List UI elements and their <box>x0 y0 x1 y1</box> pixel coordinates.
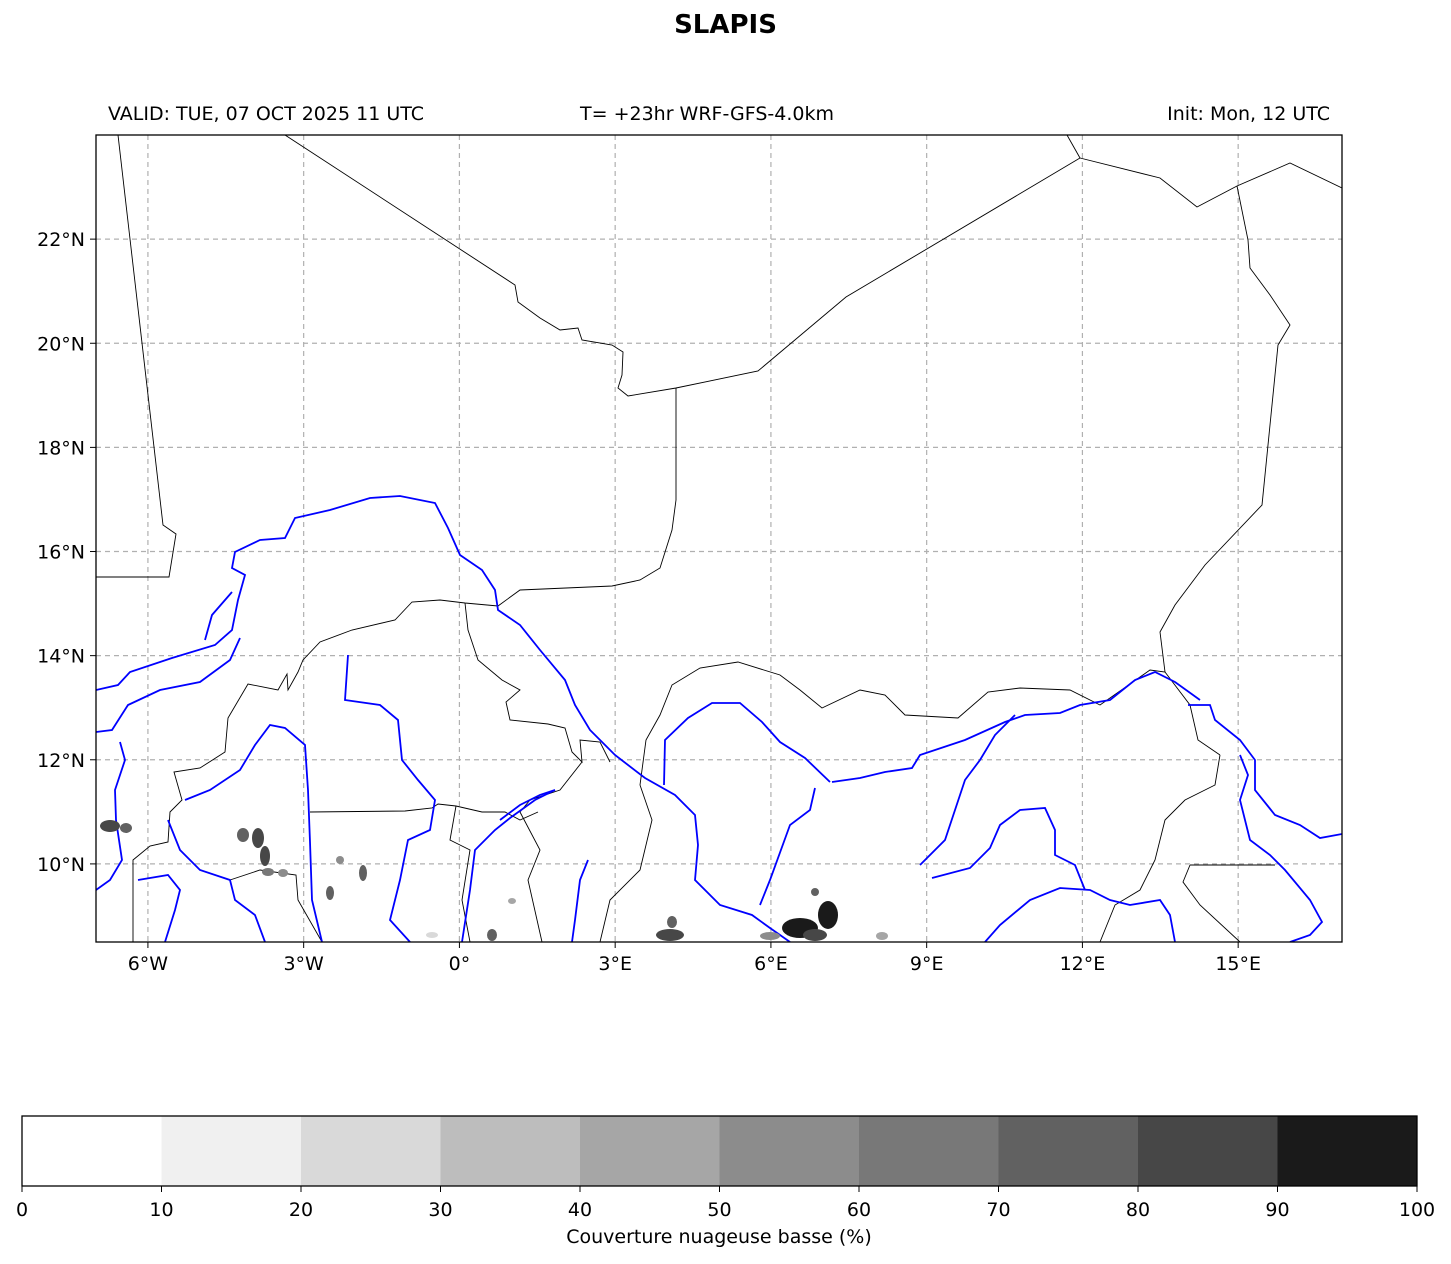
border-ivory-coast <box>229 869 323 942</box>
river-kaduna <box>759 787 816 906</box>
lat-tick-label: 14°N <box>37 646 85 668</box>
lon-tick-label: 6°W <box>128 953 169 975</box>
river-oti <box>461 789 556 942</box>
axis-ticks: 6°W 3°W 0° 3°E 6°E 9°E 12°E 15°E 10°N 12°N 14°N 16°… <box>37 229 1261 975</box>
lat-tick-label: 22°N <box>37 229 85 251</box>
border-algeria-mali <box>284 135 1081 397</box>
lon-tick-label: 9°E <box>910 953 944 975</box>
lat-tick-label: 10°N <box>37 854 85 876</box>
river-volta-black <box>96 741 126 891</box>
river-niger-branch <box>96 637 241 733</box>
valid-time-label: VALID: TUE, 07 OCT 2025 11 UTC <box>108 103 424 125</box>
river-oueme <box>499 789 556 821</box>
init-time-label: Init: Mon, 12 UTC <box>1167 103 1330 125</box>
river-volta-1 <box>137 874 181 942</box>
colorbar-tick-label: 0 <box>16 1199 28 1221</box>
lon-tick-label: 6°E <box>754 953 788 975</box>
river-volta-2 <box>167 819 266 942</box>
lon-tick-label: 3°E <box>598 953 632 975</box>
border-chad-niger <box>1159 185 1291 673</box>
colorbar-segment <box>440 1116 581 1186</box>
border-nigeria-niger <box>639 661 1221 786</box>
border-mali-niger <box>132 388 677 942</box>
border-benin <box>519 761 583 942</box>
country-borders <box>96 135 1342 942</box>
colorbar-tick-label: 20 <box>289 1199 313 1221</box>
border-nigeria-cameroon <box>1099 754 1221 942</box>
river-niger-upper <box>96 495 791 942</box>
colorbar-tick-label: 50 <box>707 1199 731 1221</box>
river-cameroon <box>984 887 1176 942</box>
river-logone <box>1188 704 1342 839</box>
colorbar-segment <box>22 1116 162 1186</box>
colorbar-segment <box>859 1116 999 1186</box>
colorbar-label: Couverture nuageuse basse (%) <box>566 1226 872 1248</box>
colorbar-tick-label: 100 <box>1399 1199 1435 1221</box>
colorbar-segment <box>161 1116 302 1186</box>
map-frame <box>95 134 1343 943</box>
colorbar-tick-label: 10 <box>149 1199 173 1221</box>
river-benue <box>831 671 1201 783</box>
colorbar-segment <box>1138 1116 1278 1186</box>
graticule-grid <box>96 135 1342 942</box>
colorbar-tick-label: 80 <box>1126 1199 1150 1221</box>
river-volta-3 <box>184 724 323 942</box>
colorbar-segment <box>580 1116 720 1186</box>
lat-tick-label: 18°N <box>37 437 85 459</box>
river-volta-white <box>344 654 436 942</box>
colorbar-tick-label: 40 <box>568 1199 592 1221</box>
river-gongola <box>919 714 1016 866</box>
border-burkina-east <box>464 602 611 764</box>
colorbar-segment <box>998 1116 1139 1186</box>
colorbar-tick-label: 70 <box>986 1199 1010 1221</box>
colorbar-segment <box>301 1116 441 1186</box>
lat-tick-label: 16°N <box>37 542 85 564</box>
rivers <box>96 495 1342 942</box>
colorbar-tick-label: 30 <box>428 1199 452 1221</box>
lon-tick-label: 12°E <box>1060 953 1106 975</box>
forecast-model-label: T= +23hr WRF-GFS-4.0km <box>580 103 834 125</box>
border-ghana-togo <box>449 805 471 942</box>
border-nigeria-west <box>599 784 653 942</box>
border-cameroon-chad <box>1182 864 1275 942</box>
river-katsina <box>931 807 1086 891</box>
river-sokoto <box>663 702 831 786</box>
lat-tick-label: 20°N <box>37 333 85 355</box>
border-mauritania-mali-west <box>96 135 177 578</box>
lon-tick-label: 15°E <box>1215 953 1261 975</box>
map-title: SLAPIS <box>674 10 777 40</box>
colorbar-segment <box>1277 1116 1418 1186</box>
lon-tick-label: 3°W <box>283 953 324 975</box>
colorbar-tick-label: 90 <box>1265 1199 1289 1221</box>
river-chari <box>1239 754 1324 942</box>
colorbar-tick-label: 60 <box>847 1199 871 1221</box>
border-libya <box>1079 157 1342 208</box>
colorbar-segment <box>719 1116 860 1186</box>
lon-tick-label: 0° <box>449 953 471 975</box>
colorbar: 0 10 20 30 40 50 60 70 80 90 100 <box>16 1115 1435 1221</box>
lat-tick-label: 12°N <box>37 750 85 772</box>
low-cloud-cover <box>100 820 888 941</box>
river-niger-secondary <box>204 591 233 641</box>
river-mono <box>571 859 589 942</box>
